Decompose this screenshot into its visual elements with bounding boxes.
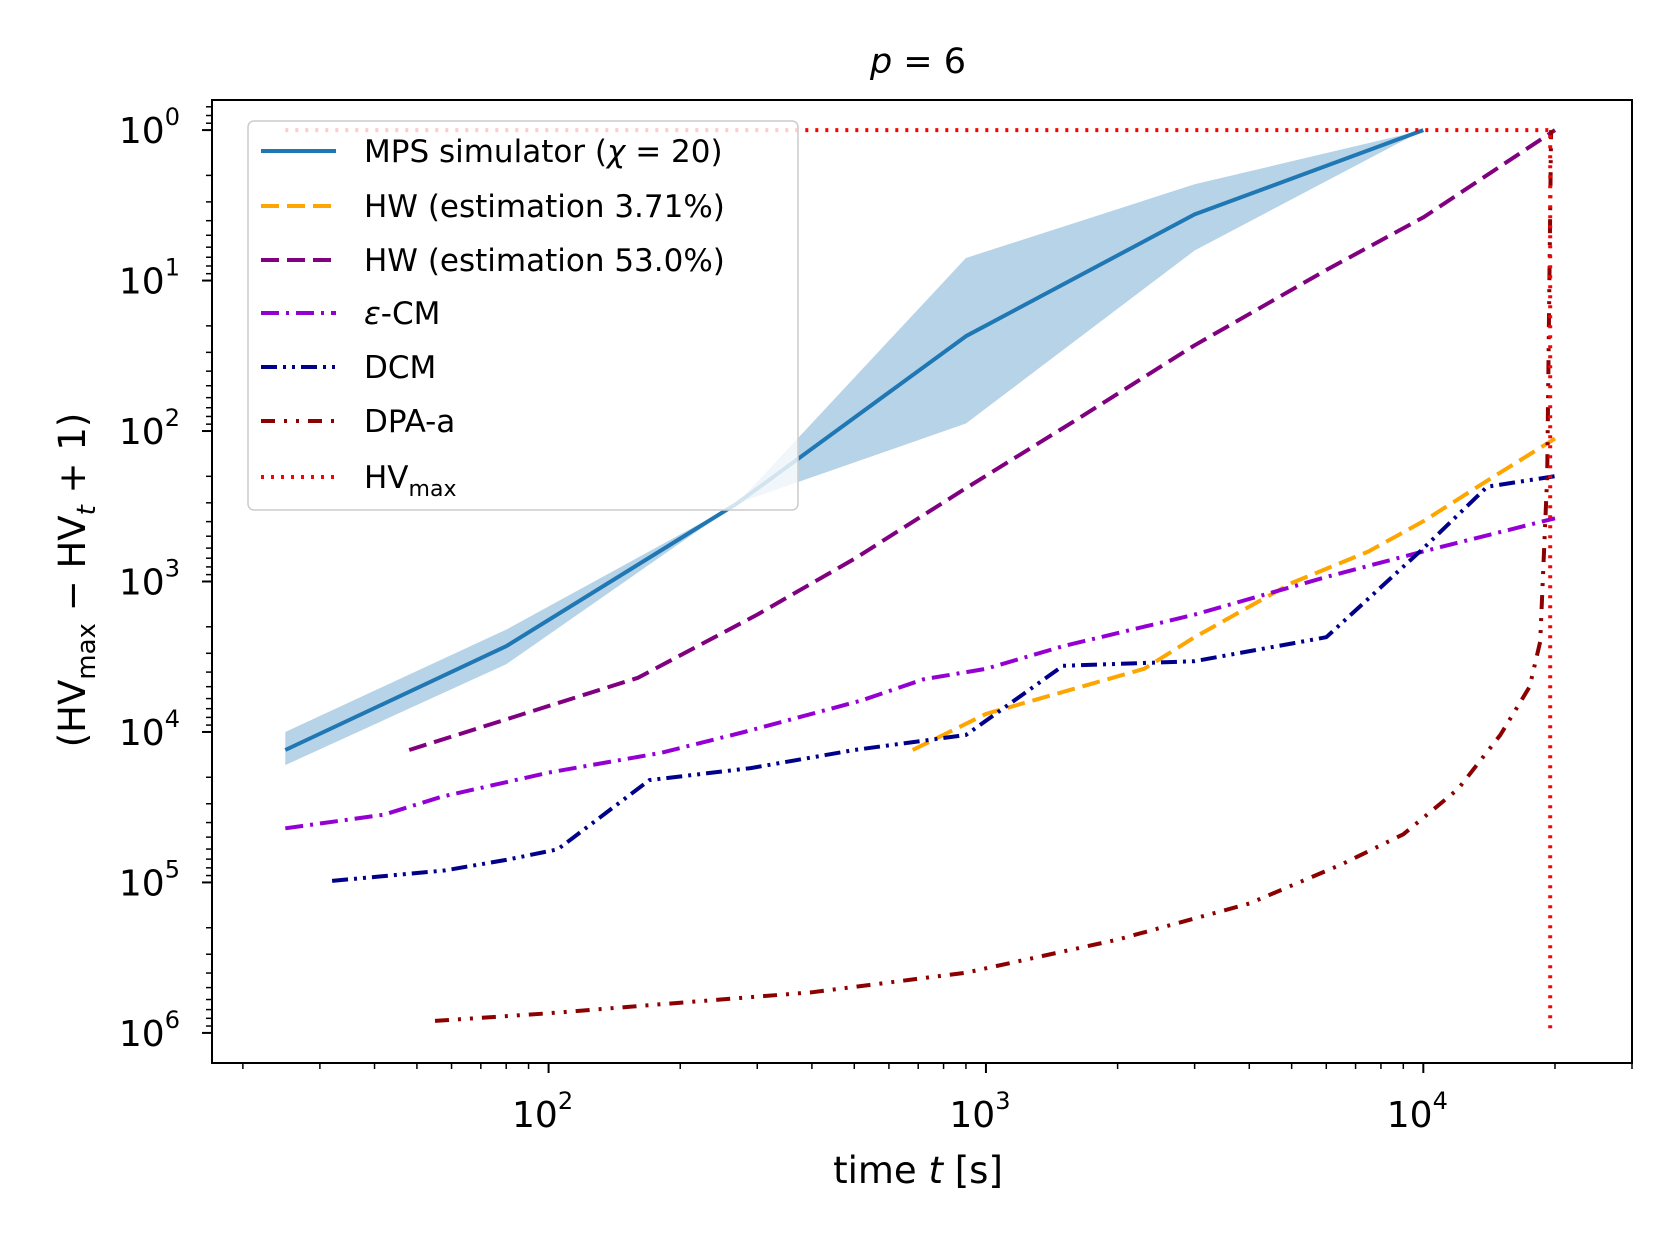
x-axis: 102 103 104 <box>242 1063 1633 1136</box>
legend-label: HW (estimation 3.71%) <box>364 189 725 225</box>
y-tick-label: 105 <box>119 855 180 904</box>
legend-label: HVmax <box>364 460 456 502</box>
y-axis-label: (HVmax − HVt + 1) <box>51 413 102 748</box>
x-axis-label-variable: t <box>928 1149 944 1192</box>
y-tick-label: 106 <box>119 1006 180 1055</box>
chart-title-variable: p <box>869 42 892 82</box>
legend-label: DCM <box>364 350 436 386</box>
y-axis: 100 101 102 103 104 105 106 <box>119 103 212 1055</box>
y-tick-label: 101 <box>119 254 180 303</box>
chart-title-value: = 6 <box>892 42 966 82</box>
x-tick-label: 103 <box>949 1087 1010 1136</box>
x-axis-label: time t [s] <box>833 1149 1003 1192</box>
x-tick-label: 102 <box>512 1087 573 1136</box>
x-axis-label-unit: [s] <box>943 1149 1003 1192</box>
legend-label: MPS simulator (χ = 20) <box>364 134 723 170</box>
y-tick-label: 100 <box>119 103 180 152</box>
legend-box <box>247 120 799 511</box>
series-line-mps-simulator-20 <box>284 128 1424 752</box>
series-line-hw-estimation-53-0 <box>408 128 1557 752</box>
series-line-hw-estimation-3-71 <box>911 436 1557 752</box>
svg-text:(HVmax − HVt + 1): (HVmax − HVt + 1) <box>51 413 102 748</box>
chart-title: p = 6 <box>869 42 966 82</box>
x-axis-label-prefix: time <box>833 1149 928 1192</box>
series-line-dcm <box>331 474 1556 883</box>
series-line-cm <box>285 516 1556 831</box>
y-tick-label: 104 <box>119 705 180 754</box>
legend: MPS simulator (χ = 20) HW (estimation 3.7… <box>247 120 799 511</box>
legend-label: HW (estimation 53.0%) <box>364 243 725 279</box>
y-tick-label: 102 <box>119 404 180 453</box>
y-tick-label: 103 <box>119 555 180 604</box>
legend-label: ε-CM <box>364 296 440 332</box>
legend-label: DPA-a <box>364 404 455 440</box>
x-tick-label: 104 <box>1387 1087 1448 1136</box>
